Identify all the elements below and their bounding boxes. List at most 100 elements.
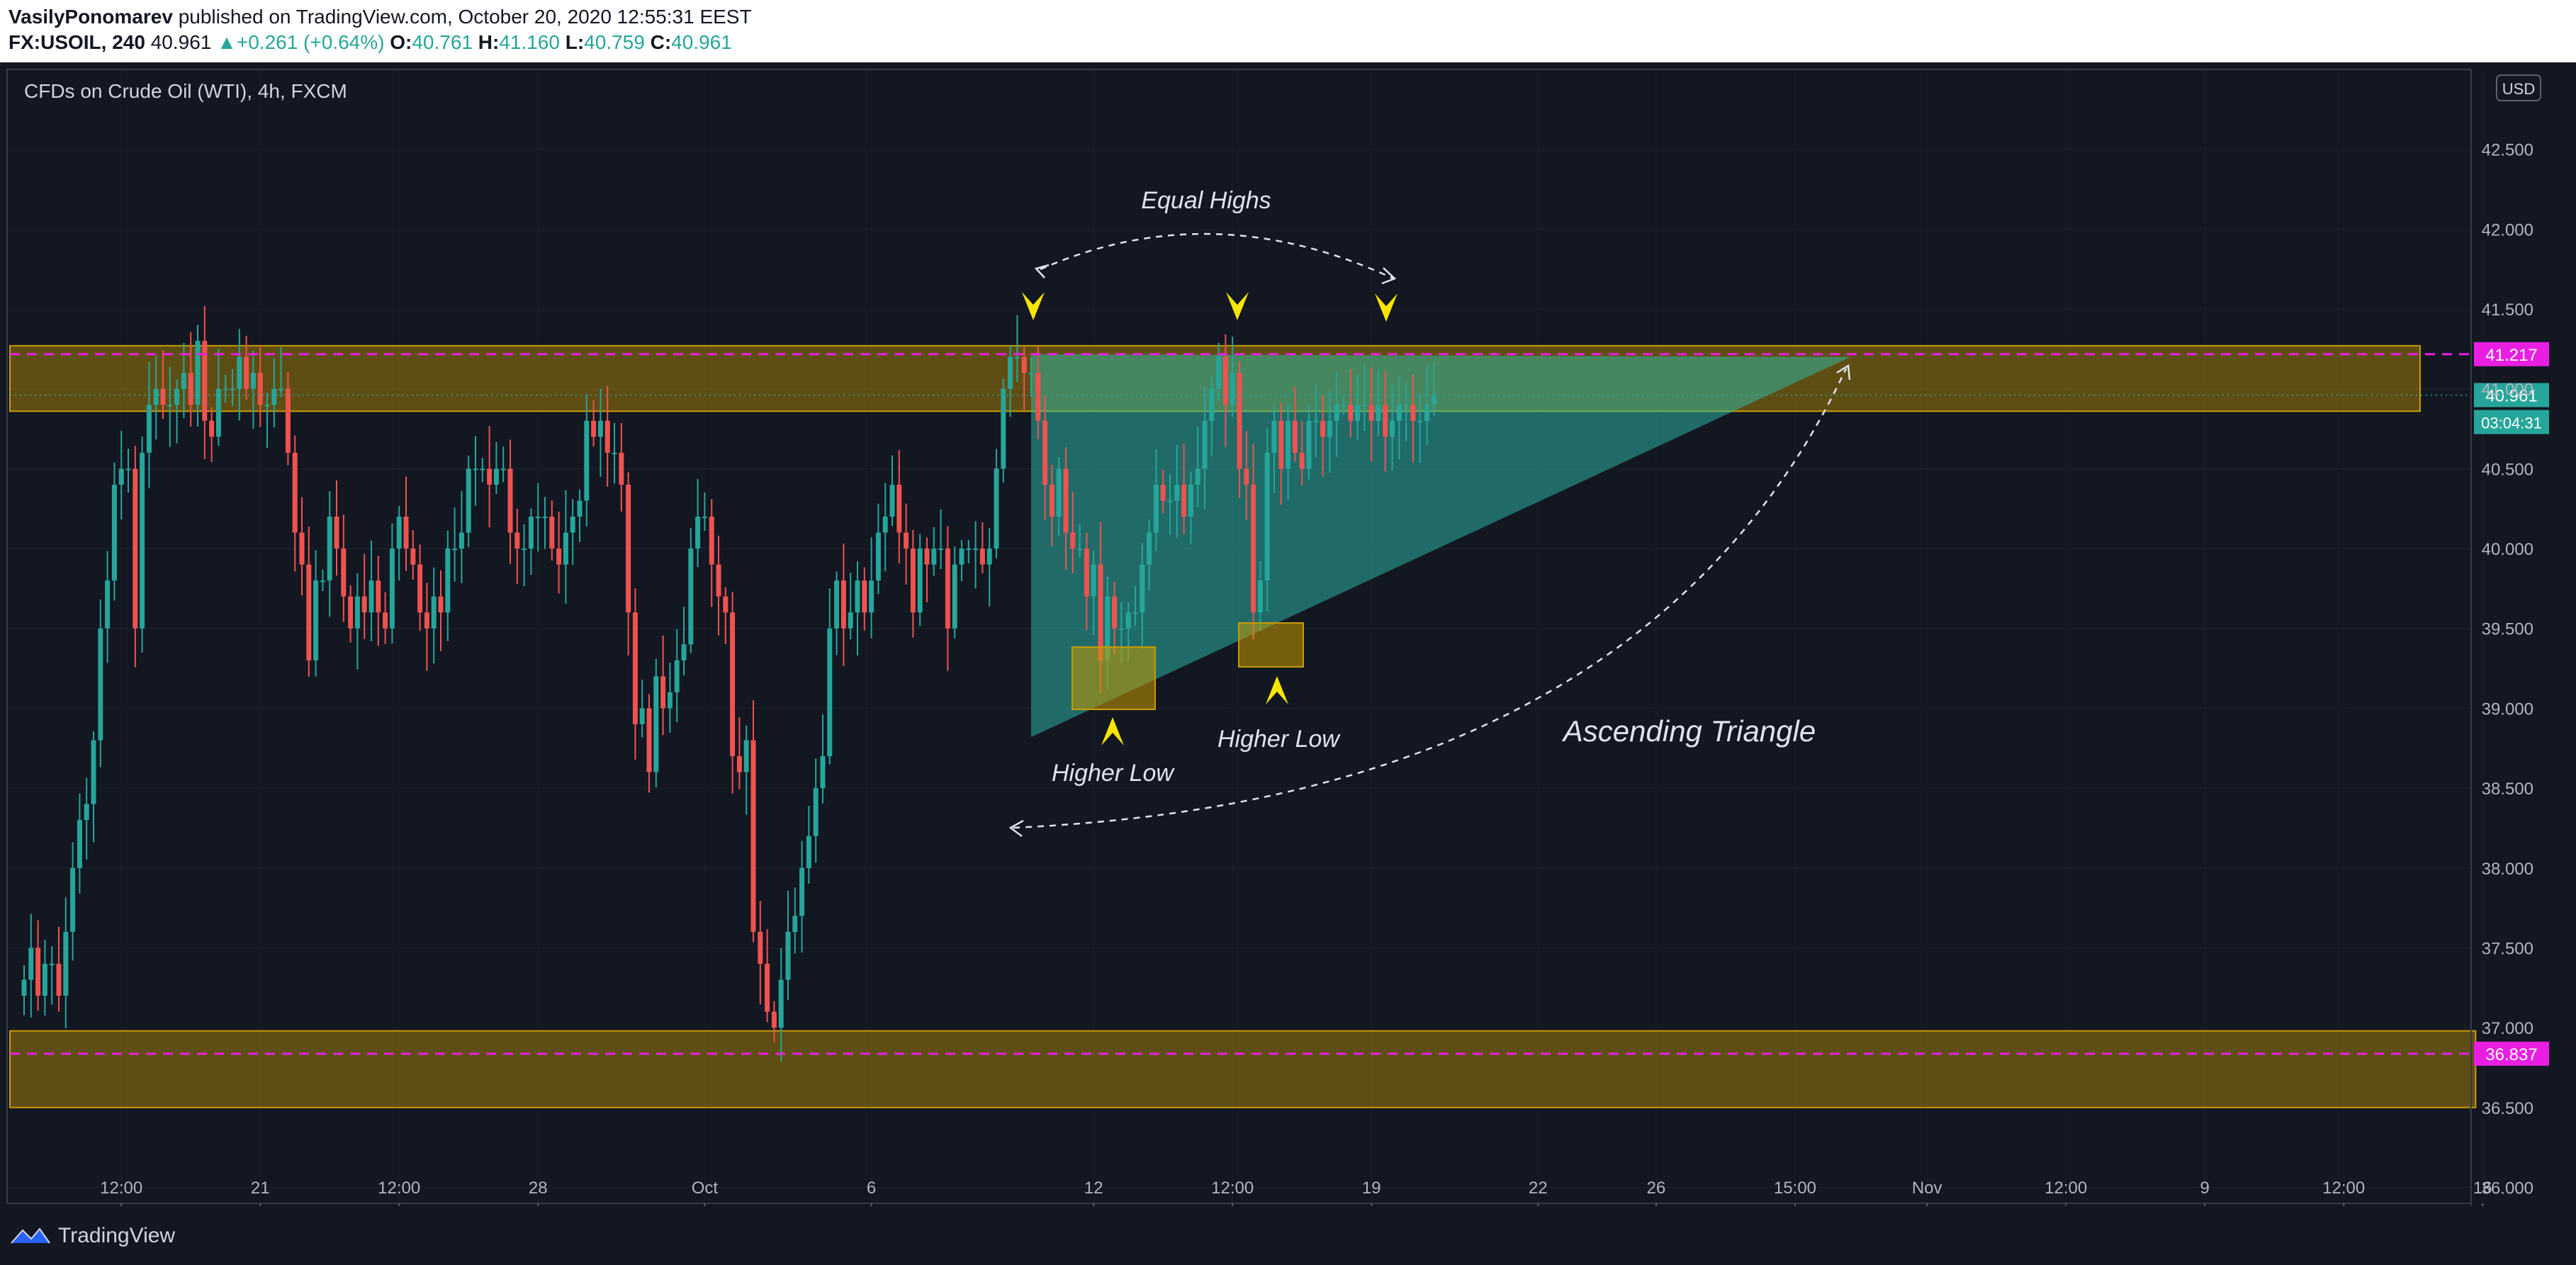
candle-body (1014, 356, 1020, 359)
candle-body (758, 931, 763, 964)
candle-body (1222, 356, 1228, 405)
price-chart[interactable]: 41.217 40.961 36.837 03:04:31 Equal Highs Hi… (0, 62, 2576, 1206)
price-tick-label: 40.000 (2482, 540, 2533, 559)
price-label-text: 36.837 (2485, 1045, 2537, 1064)
candle-body (376, 580, 381, 613)
candle-body (1216, 356, 1222, 389)
annotation-label: Ascending Triangle (1561, 714, 1816, 748)
time-tick-label: 12:00 (2322, 1179, 2365, 1198)
candle-body (639, 708, 645, 724)
candle-body (209, 420, 215, 437)
candle-body (522, 549, 527, 551)
candle-body (813, 788, 819, 836)
candle-body (424, 612, 429, 629)
price-tick-label: 42.000 (2482, 220, 2533, 240)
candles (21, 305, 1436, 1062)
candle-body (1431, 395, 1436, 405)
candle-body (1174, 484, 1180, 501)
candle-body (750, 740, 756, 932)
candle-body (1147, 532, 1152, 565)
zones (9, 344, 2477, 1108)
candle-body (195, 341, 201, 405)
candle-body (556, 549, 562, 565)
candle-body (667, 692, 673, 709)
candle-body (778, 979, 784, 1028)
price-label-text: 40.961 (2485, 386, 2537, 405)
candle-body (1306, 420, 1312, 469)
candle-body (604, 420, 610, 453)
candle-body (1361, 405, 1367, 407)
high-label: H: (478, 31, 500, 53)
candle-body (924, 549, 930, 565)
candle-body (716, 564, 721, 597)
candle-body (889, 484, 895, 517)
time-axis[interactable]: 12:00 21 12:00 28 Oct 6 12 12:00 19 22 26 15:00 Nov 1… (100, 1179, 2492, 1206)
price-change: +0.261 (+0.64%) (236, 31, 385, 53)
price-tick-label: 36.500 (2482, 1099, 2533, 1118)
candle-body (966, 549, 972, 551)
candle-body (1341, 405, 1346, 407)
candle-body (230, 388, 235, 390)
candle-body (1035, 373, 1041, 421)
candle-body (271, 388, 277, 405)
tradingview-label: TradingView (58, 1224, 176, 1247)
candle-body (730, 612, 736, 757)
candle-body (417, 564, 423, 613)
up-triangle-icon: ▲ (217, 31, 237, 53)
candle-body (1292, 420, 1298, 453)
candle-body (986, 549, 992, 565)
support-resistance-zone (9, 1030, 2477, 1108)
candle-body (952, 564, 957, 629)
candle-body (882, 516, 888, 533)
low-value: 40.759 (584, 31, 645, 53)
candle-body (827, 628, 833, 757)
candle-body (785, 931, 791, 980)
candle-body (549, 516, 555, 549)
candle-body (292, 452, 298, 533)
candle-body (875, 532, 881, 581)
candle-body (410, 549, 416, 565)
time-tick-label: 28 (529, 1179, 548, 1198)
candle-body (688, 549, 694, 645)
candle-body (910, 549, 916, 613)
candle-body (736, 756, 742, 772)
author-name[interactable]: VasilyPonomarev (9, 6, 173, 28)
price-tick-label: 41.500 (2482, 300, 2533, 320)
time-tick-label: Oct (692, 1179, 719, 1198)
candle-body (632, 612, 638, 724)
arrow-down-icon (1022, 292, 1045, 320)
tradingview-brand[interactable]: TradingView (10, 1220, 175, 1252)
candle-body (28, 948, 34, 980)
candle-body (514, 532, 520, 549)
candle-body (507, 468, 513, 533)
candle-body (1160, 484, 1166, 501)
candle-body (771, 1011, 777, 1028)
candle-body (1320, 420, 1326, 437)
candle-body (1237, 373, 1242, 469)
candle-body (1105, 596, 1110, 660)
time-tick-label: 15:00 (1774, 1179, 1816, 1198)
candle-body (1348, 405, 1354, 421)
countdown-box (2474, 410, 2549, 434)
candle-body (612, 452, 617, 454)
candle-body (279, 388, 284, 390)
candle-body (1368, 405, 1374, 421)
candle-body (285, 388, 291, 453)
candle-body (597, 420, 603, 437)
candle-body (500, 468, 506, 471)
equal-highs-curve (1040, 232, 1394, 280)
candle-body (1376, 405, 1381, 421)
currency-badge[interactable]: USD (2496, 74, 2541, 101)
candle-body (570, 516, 575, 533)
time-tick-label: 9 (2200, 1179, 2210, 1198)
price-axis[interactable]: 36.000 36.500 37.000 37.500 38.000 38.500 39.0… (2482, 141, 2533, 1198)
candle-body (320, 580, 325, 583)
candle-body (1390, 420, 1395, 437)
candle-body (723, 596, 729, 613)
time-tick-label: 19 (1362, 1179, 1381, 1198)
candle-body (1417, 420, 1423, 422)
candle-body (1271, 420, 1277, 453)
time-tick-label: 6 (867, 1179, 876, 1198)
candle-body (1049, 484, 1054, 517)
candle-body (1021, 356, 1027, 373)
